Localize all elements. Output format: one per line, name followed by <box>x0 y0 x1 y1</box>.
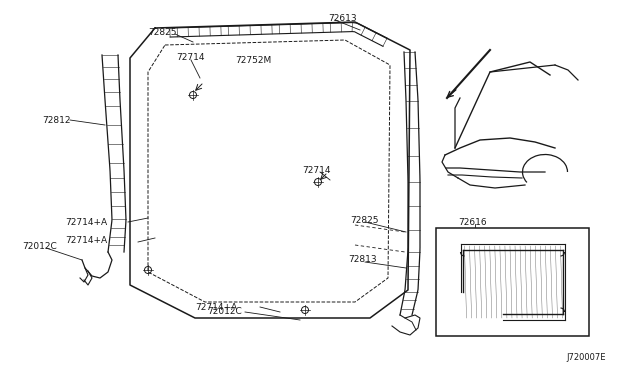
Text: 72825: 72825 <box>148 28 177 36</box>
Text: 72825: 72825 <box>350 215 378 224</box>
Text: 72714: 72714 <box>302 166 330 174</box>
Text: 72714+A: 72714+A <box>65 218 107 227</box>
Text: 72812: 72812 <box>42 115 70 125</box>
Text: 72714: 72714 <box>176 52 205 61</box>
Text: 72714+A: 72714+A <box>195 304 237 312</box>
Text: 72813: 72813 <box>348 256 376 264</box>
Text: 72714+A: 72714+A <box>65 235 107 244</box>
Text: 72616: 72616 <box>458 218 486 227</box>
Text: 72012C: 72012C <box>22 241 57 250</box>
Text: 72012C: 72012C <box>207 308 242 317</box>
Text: 72752M: 72752M <box>235 55 271 64</box>
Text: J720007E: J720007E <box>566 353 605 362</box>
Bar <box>436 228 589 336</box>
Text: 72613: 72613 <box>328 13 356 22</box>
